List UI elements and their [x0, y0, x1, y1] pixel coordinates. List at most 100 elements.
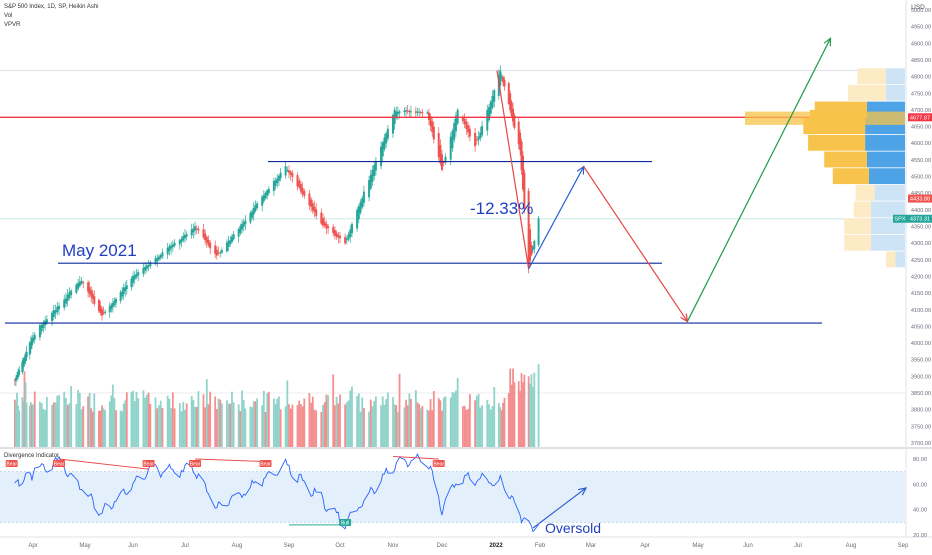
volume-bar [493, 386, 496, 447]
candle-body [465, 121, 468, 129]
volume-bar [125, 392, 128, 447]
candle-body [251, 211, 254, 218]
candle-body [519, 132, 522, 150]
price-tick-label: 4350.00 [911, 225, 931, 231]
candle-body [403, 110, 406, 113]
vol-label[interactable]: Vol [4, 13, 13, 19]
candle-body [444, 156, 447, 163]
volume-bar [102, 408, 105, 447]
volume-bar [132, 390, 134, 447]
candle-body [194, 226, 197, 231]
candle-body [345, 238, 348, 241]
candle-body [70, 290, 73, 296]
volume-bar [42, 409, 45, 447]
currency-label: USD [911, 4, 925, 11]
volume-bar [215, 409, 218, 447]
candle-body [272, 180, 275, 191]
volume-bar [386, 392, 389, 447]
candle-body [38, 325, 41, 338]
vpvr-down-bar [886, 84, 905, 101]
indicator-tick-label: 60.00 [913, 482, 927, 488]
volume-bar [149, 403, 152, 447]
volume-bar [416, 402, 419, 447]
candle-body [215, 249, 218, 256]
candle-body [437, 133, 440, 158]
candle-body [184, 234, 186, 239]
candle-body [16, 374, 19, 380]
volume-bar [39, 401, 41, 447]
volume-bar [87, 396, 89, 447]
volume-bar [513, 382, 516, 447]
price-tag-red-label: 4677.87 [910, 115, 930, 121]
candle-body [493, 90, 496, 102]
candle-body [267, 189, 270, 193]
candle-body [75, 284, 78, 293]
volume-bar [453, 392, 456, 447]
bull-marker [339, 519, 352, 526]
candle-body [113, 300, 116, 306]
volume-bar [251, 407, 253, 447]
volume-bar [33, 391, 36, 447]
volume-bar [180, 411, 183, 447]
candle-body [125, 285, 128, 289]
candle-body [361, 198, 364, 208]
time-tick-label: Jun [743, 543, 753, 549]
vpvr-down-bar [870, 201, 905, 218]
vpvr-label[interactable]: VPVR [4, 22, 21, 28]
volume-bar [529, 383, 531, 447]
price-tick-label: 4200.00 [911, 274, 931, 280]
volume-bar [28, 405, 31, 447]
price-tag-dark [908, 194, 932, 203]
volume-bar [286, 380, 289, 447]
bear-marker [5, 460, 18, 467]
volume-bar [503, 397, 506, 447]
symbol-line[interactable]: S&P 500 Index, 1D, SP, Heikin Ashi [4, 4, 99, 10]
volume-bar [403, 407, 406, 447]
candle-body [521, 155, 524, 190]
volume-bar [419, 408, 422, 447]
candle-body [284, 166, 287, 176]
candle-body [256, 203, 259, 209]
volume-bar [456, 377, 459, 447]
price-tick-label: 4000.00 [911, 341, 931, 347]
candle-body [418, 111, 421, 113]
volume-bar [507, 392, 510, 447]
candle-body [205, 236, 208, 243]
candle-body [298, 180, 301, 188]
bear-marker-label: Bear [190, 462, 201, 468]
candle-body [225, 242, 228, 252]
volume-bar [519, 390, 522, 447]
candle-body [30, 338, 33, 346]
candle-body [277, 175, 280, 181]
volume-bar [533, 372, 536, 447]
candle-body [14, 377, 17, 381]
candle-body [467, 125, 470, 133]
candle-body [239, 225, 242, 233]
volume-bar [252, 401, 255, 447]
price-tag-spx [893, 214, 932, 223]
candle-body [442, 162, 445, 164]
candle-body [58, 305, 60, 310]
indicator-tick-label: 40.00 [913, 508, 927, 514]
candle-body [171, 244, 174, 248]
volume-bar [276, 398, 279, 447]
candle-body [66, 294, 69, 302]
price-tick-label: 4650.00 [911, 125, 931, 131]
candle-body [371, 169, 374, 182]
volume-bar [432, 391, 435, 447]
bear-divergence-line-1 [58, 458, 149, 470]
may-2021-label: May 2021 [62, 241, 137, 260]
candle-body [383, 137, 386, 150]
vpvr-up-bar [853, 201, 871, 218]
candle-body [350, 224, 353, 234]
volume-bar [185, 403, 188, 447]
volume-bar [170, 408, 173, 447]
candle-body [520, 141, 523, 171]
volume-bar [166, 395, 169, 447]
oversold-label: Oversold [545, 520, 601, 536]
candle-body [241, 224, 244, 230]
volume-bar [467, 409, 470, 447]
candle-body [301, 187, 304, 195]
time-tick-label: Jun [128, 543, 138, 549]
candle-body [195, 228, 198, 230]
